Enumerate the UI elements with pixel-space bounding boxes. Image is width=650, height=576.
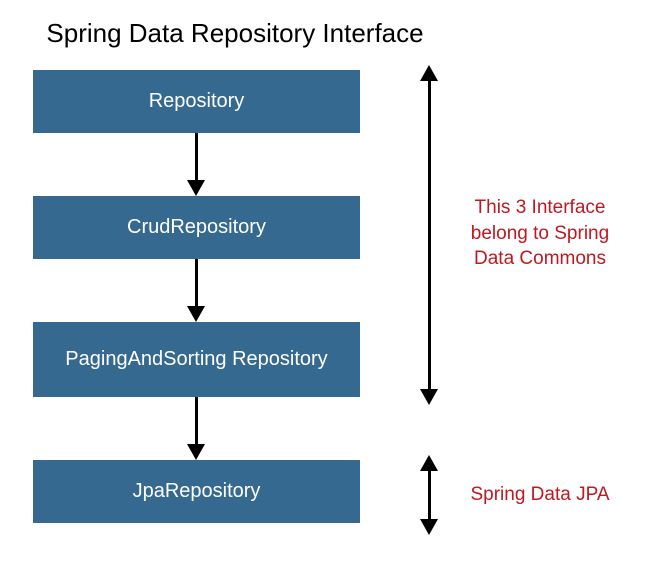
- diagram-title: Spring Data Repository Interface: [0, 18, 470, 49]
- node-repository-label: Repository: [149, 89, 245, 114]
- node-jpa-repository: JpaRepository: [33, 460, 360, 523]
- node-jpa-repository-label: JpaRepository: [133, 479, 261, 504]
- node-paging-repository: PagingAndSorting Repository: [33, 322, 360, 397]
- node-crud-repository: CrudRepository: [33, 196, 360, 259]
- node-paging-repository-label: PagingAndSorting Repository: [65, 347, 327, 372]
- node-crud-repository-label: CrudRepository: [127, 215, 266, 240]
- note-jpa: Spring Data JPA: [455, 482, 625, 508]
- node-repository: Repository: [33, 70, 360, 133]
- bracket-jpa: [420, 455, 438, 535]
- bracket-commons: [420, 65, 438, 405]
- note-commons: This 3 Interfacebelong to SpringData Com…: [455, 195, 625, 272]
